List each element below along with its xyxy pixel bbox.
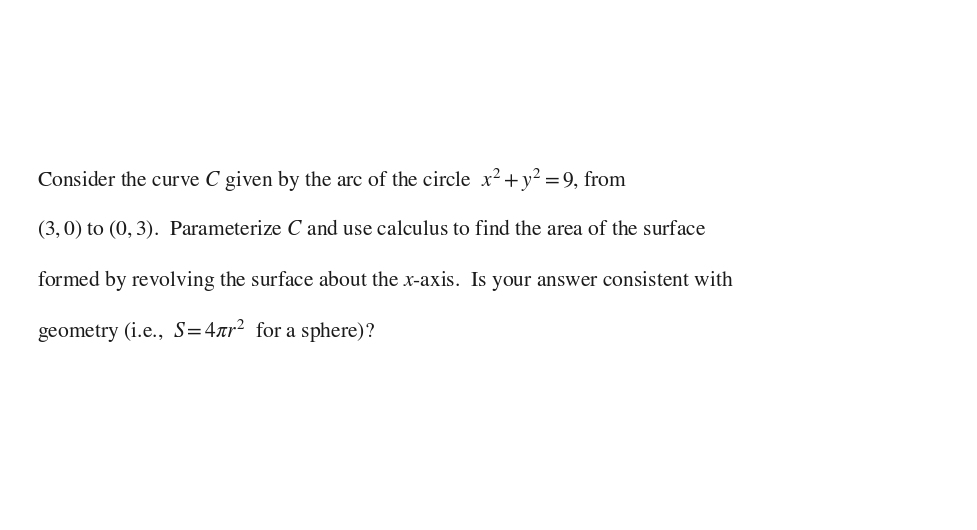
Text: $(3, 0)$ to $(0, 3)$.  Parameterize $C$ and use calculus to find the area of the: $(3, 0)$ to $(0, 3)$. Parameterize $C$ a… xyxy=(37,217,706,241)
Text: geometry (i.e.,  $S = 4\pi r^{2}$  for a sphere)?: geometry (i.e., $S = 4\pi r^{2}$ for a s… xyxy=(37,318,375,345)
Text: formed by revolving the surface about the $x$-axis.  Is your answer consistent w: formed by revolving the surface about th… xyxy=(37,268,734,293)
Text: Consider the curve $C$ given by the arc of the circle  $x^2 + y^2 = 9$, from: Consider the curve $C$ given by the arc … xyxy=(37,167,627,194)
